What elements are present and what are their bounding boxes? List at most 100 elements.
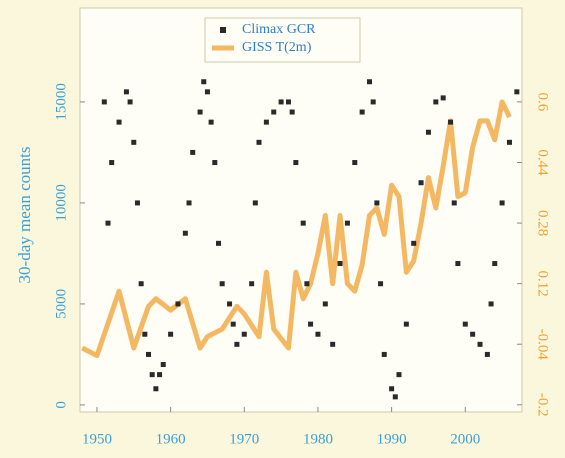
- x-tick-label: 1990: [377, 431, 407, 447]
- y2-tick-label: -0.04: [535, 329, 551, 361]
- y2-tick-label: 0.6: [535, 93, 551, 112]
- gcr-point: [241, 331, 247, 337]
- gcr-point: [153, 386, 159, 392]
- gcr-point: [344, 220, 350, 226]
- gcr-point: [308, 321, 314, 327]
- x-tick-label: 2000: [450, 431, 480, 447]
- gcr-point: [370, 99, 376, 105]
- gcr-point: [367, 79, 373, 85]
- y2-tick-label: 0.12: [535, 271, 551, 297]
- gcr-point: [359, 109, 365, 115]
- legend-swatch: [220, 27, 226, 33]
- gcr-point: [392, 394, 398, 400]
- gcr-point: [477, 341, 483, 347]
- gcr-point: [134, 200, 140, 206]
- gcr-point: [492, 261, 498, 267]
- gcr-point: [488, 301, 494, 307]
- gcr-point: [101, 99, 107, 105]
- gcr-point: [484, 351, 490, 357]
- gcr-point: [330, 341, 336, 347]
- y-tick-label: 10000: [53, 184, 69, 222]
- gcr-point: [252, 200, 258, 206]
- gcr-point: [352, 160, 358, 166]
- gcr-point: [337, 261, 343, 267]
- gcr-point: [411, 240, 417, 246]
- gcr-point: [215, 240, 221, 246]
- gcr-point: [448, 119, 454, 125]
- gcr-point: [234, 341, 240, 347]
- y2-tick-label: 0.28: [535, 210, 551, 236]
- gcr-point: [304, 281, 310, 287]
- gcr-point: [300, 220, 306, 226]
- gcr-point: [208, 119, 214, 125]
- gcr-point: [116, 119, 122, 125]
- gcr-point: [285, 99, 291, 105]
- gcr-point: [142, 331, 148, 337]
- plot-area: [79, 7, 523, 413]
- temperature-line: [81, 99, 512, 359]
- gcr-point: [131, 139, 137, 145]
- legend-box: [204, 17, 361, 63]
- gcr-point: [230, 321, 236, 327]
- gcr-point: [263, 119, 269, 125]
- gcr-point: [182, 230, 188, 236]
- gcr-point: [514, 89, 520, 95]
- x-tick-label: 1980: [303, 431, 333, 447]
- gcr-point: [219, 281, 225, 287]
- y-tick-label: 15000: [53, 83, 69, 121]
- legend-label: Climax GCR: [242, 22, 316, 37]
- gcr-point: [462, 321, 468, 327]
- gcr-point: [204, 89, 210, 95]
- gcr-point: [470, 331, 476, 337]
- gcr-point: [186, 200, 192, 206]
- gcr-point: [322, 301, 328, 307]
- gcr-point: [433, 99, 439, 105]
- gcr-point: [146, 351, 152, 357]
- gcr-point: [293, 160, 299, 166]
- gcr-point: [499, 200, 505, 206]
- gcr-point: [160, 362, 166, 368]
- x-tick-label: 1950: [82, 431, 112, 447]
- gcr-point: [506, 139, 512, 145]
- y-axis-label: 30-day mean counts: [15, 147, 34, 284]
- gcr-point: [212, 160, 218, 166]
- gcr-point: [157, 372, 163, 378]
- gcr-point: [389, 386, 395, 392]
- x-tick-label: 1960: [156, 431, 186, 447]
- gcr-point: [138, 281, 144, 287]
- gcr-point: [455, 261, 461, 267]
- gcr-point: [289, 109, 295, 115]
- y2-tick-label: 0.44: [535, 149, 551, 176]
- y-tick-label: 0: [53, 401, 69, 409]
- gcr-point: [175, 301, 181, 307]
- gcr-point: [425, 129, 431, 135]
- gcr-point: [378, 281, 384, 287]
- gcr-point: [123, 89, 129, 95]
- gcr-point: [271, 109, 277, 115]
- gcr-point: [256, 139, 262, 145]
- gcr-point: [381, 351, 387, 357]
- gcr-point: [109, 160, 115, 166]
- gcr-point: [418, 180, 424, 186]
- gcr-point: [403, 321, 409, 327]
- gcr-point: [440, 95, 446, 101]
- x-tick-label: 1970: [229, 431, 259, 447]
- gcr-point: [227, 301, 233, 307]
- gcr-point: [149, 372, 155, 378]
- gcr-point: [396, 372, 402, 378]
- gcr-point: [278, 99, 284, 105]
- gcr-point: [190, 149, 196, 155]
- gcr-point: [451, 200, 457, 206]
- gcr-point: [168, 331, 174, 337]
- gcr-point: [374, 200, 380, 206]
- gcr-point: [249, 281, 255, 287]
- gcr-point: [201, 79, 207, 85]
- y2-tick-label: -0.2: [535, 393, 551, 417]
- gcr-point: [315, 331, 321, 337]
- gcr-point: [197, 109, 203, 115]
- gcr-point: [105, 220, 111, 226]
- gcr-point: [127, 99, 133, 105]
- legend-label: GISS T(2m): [242, 40, 312, 55]
